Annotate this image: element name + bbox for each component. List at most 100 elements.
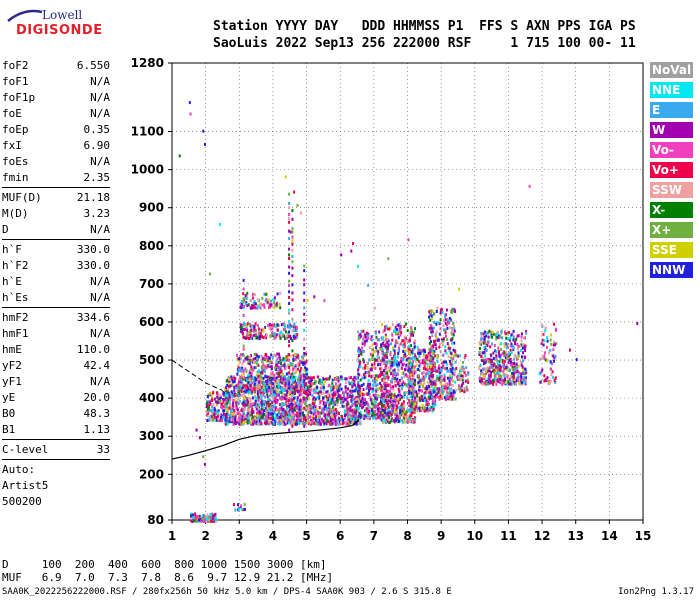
echo-point	[453, 329, 456, 333]
echo-point	[222, 405, 225, 409]
echo-point	[395, 407, 398, 411]
echo-point	[409, 353, 412, 357]
echo-point	[433, 321, 436, 325]
echo-point	[294, 363, 297, 367]
echo-point	[453, 308, 456, 312]
echo-point	[211, 395, 214, 399]
echo-point	[272, 385, 275, 389]
echo-point	[365, 400, 368, 404]
echo-point	[448, 379, 451, 383]
echo-point	[286, 355, 289, 359]
echo-point	[367, 411, 370, 415]
echo-point	[319, 386, 322, 390]
echo-point	[233, 385, 236, 389]
echo-point	[318, 390, 321, 394]
echo-point	[392, 394, 395, 398]
echo-point	[381, 392, 384, 396]
echo-point	[357, 368, 360, 372]
echo-point	[387, 405, 390, 409]
echo-point	[361, 342, 364, 346]
echo-point	[435, 309, 438, 313]
echo-point	[304, 402, 307, 406]
echo-point	[280, 386, 283, 390]
echo-point	[500, 347, 503, 351]
echo-point	[488, 369, 491, 373]
echo-point	[524, 382, 527, 386]
echo-point	[398, 364, 401, 368]
echo-point	[256, 410, 259, 414]
echo-point	[554, 343, 557, 347]
echo-point	[269, 408, 272, 412]
echo-point	[276, 323, 279, 327]
echo-point	[453, 368, 456, 372]
echo-point	[314, 397, 317, 401]
echo-point	[355, 417, 358, 421]
echo-point	[387, 327, 390, 331]
echo-point	[359, 422, 362, 426]
echo-point	[486, 369, 489, 373]
echo-point	[423, 409, 426, 413]
echo-point	[231, 412, 234, 416]
echo-point	[375, 374, 378, 378]
echo-point	[260, 368, 263, 372]
echo-point	[259, 414, 262, 418]
echo-point	[285, 388, 288, 392]
echo-point	[328, 413, 331, 417]
echo-point	[207, 393, 210, 397]
echo-point	[331, 395, 334, 399]
echo-point	[258, 401, 261, 405]
echo-point	[240, 409, 243, 413]
echo-point	[282, 419, 285, 423]
echo-point	[445, 362, 448, 366]
echo-point	[438, 342, 441, 346]
echo-point	[277, 393, 280, 397]
echo-point	[336, 389, 339, 393]
echo-point	[488, 366, 491, 370]
echo-point	[398, 378, 401, 382]
echo-point	[232, 375, 235, 379]
echo-point	[441, 311, 444, 315]
echo-point	[431, 391, 434, 395]
echo-point	[282, 408, 285, 412]
echo-point	[250, 417, 253, 421]
echo-point	[207, 406, 210, 410]
echo-point	[300, 385, 303, 389]
echo-point	[236, 372, 239, 376]
echo-point	[293, 388, 296, 392]
echo-point	[457, 354, 460, 358]
echo-point	[370, 337, 373, 341]
echo-point	[449, 318, 452, 322]
echo-point	[393, 419, 396, 423]
echo-point	[548, 381, 551, 385]
echo-point	[438, 390, 441, 394]
echo-point	[359, 387, 362, 391]
echo-point	[290, 409, 293, 413]
echo-point	[429, 354, 432, 358]
echo-point	[494, 349, 497, 353]
echo-point	[349, 405, 352, 409]
echo-point	[397, 406, 400, 410]
x-tick-label: 5	[302, 529, 310, 543]
echo-point	[480, 334, 483, 338]
echo-point	[296, 406, 299, 410]
echo-point	[279, 407, 282, 411]
echo-point	[208, 418, 211, 422]
echo-point	[251, 396, 254, 400]
echo-point	[418, 385, 421, 389]
echo-point	[428, 353, 431, 357]
echo-point	[524, 329, 527, 333]
echo-point	[292, 387, 295, 391]
echo-point	[280, 406, 283, 410]
echo-point	[380, 388, 383, 392]
echo-point	[314, 410, 317, 414]
echo-point	[360, 384, 363, 388]
echo-point	[518, 371, 521, 375]
echo-point	[519, 375, 522, 379]
echo-point	[521, 365, 524, 369]
echo-point	[337, 422, 340, 426]
echo-point	[516, 369, 519, 373]
echo-point	[382, 371, 385, 375]
echo-point	[287, 364, 290, 368]
echo-point	[357, 337, 360, 341]
echo-point	[370, 402, 373, 406]
